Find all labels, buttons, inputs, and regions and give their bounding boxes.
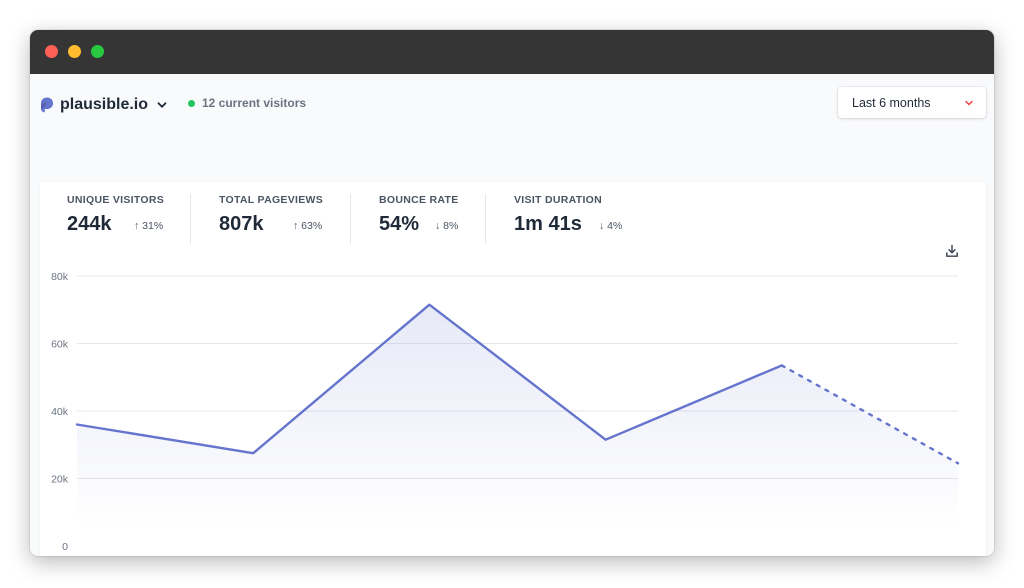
live-indicator-icon bbox=[188, 99, 195, 107]
stat-change: ↑ 63% bbox=[293, 220, 323, 232]
plausible-logo-icon bbox=[41, 97, 53, 113]
dashboard: plausible.io 12 current visitors Last 6 … bbox=[30, 74, 994, 556]
stat-label: TOTAL PAGEVIEWS bbox=[219, 194, 324, 206]
y-tick-label: 80k bbox=[51, 271, 69, 283]
series-area bbox=[77, 304, 958, 526]
chevron-down-icon bbox=[157, 102, 167, 108]
current-visitors[interactable]: 12 current visitors bbox=[188, 96, 306, 110]
stat-change: ↑ 31% bbox=[134, 220, 164, 232]
site-switcher[interactable]: plausible.io bbox=[40, 96, 168, 114]
stat-value: 54% bbox=[379, 213, 420, 235]
minimize-window-button[interactable] bbox=[68, 45, 81, 58]
stat-label: UNIQUE VISITORS bbox=[67, 194, 165, 206]
stat-divider bbox=[350, 194, 351, 244]
current-visitors-label: 12 current visitors bbox=[202, 96, 307, 110]
series-line-partial bbox=[780, 364, 960, 465]
period-selector[interactable]: Last 6 months bbox=[838, 87, 986, 118]
stat-change: ↓ 8% bbox=[435, 220, 459, 232]
stat-divider bbox=[190, 194, 191, 244]
chevron-down-icon bbox=[965, 100, 973, 106]
download-icon[interactable] bbox=[945, 244, 959, 258]
browser-window: plausible.io 12 current visitors Last 6 … bbox=[30, 30, 994, 556]
stat-label: VISIT DURATION bbox=[514, 194, 603, 206]
stat-value: 807k bbox=[219, 213, 264, 235]
site-name: plausible.io bbox=[60, 96, 149, 113]
y-tick-label: 40k bbox=[51, 406, 69, 418]
window-titlebar bbox=[30, 30, 994, 74]
y-tick-label: 20k bbox=[51, 474, 69, 486]
main-graph-card: UNIQUE VISITORS 244k ↑ 31% TOTAL PAGEVIE… bbox=[40, 182, 986, 556]
maximize-window-button[interactable] bbox=[91, 45, 104, 58]
stat-value: 1m 41s bbox=[514, 213, 582, 235]
stat-label: BOUNCE RATE bbox=[379, 194, 459, 206]
y-tick-label: 60k bbox=[51, 339, 69, 351]
period-label: Last 6 months bbox=[852, 95, 931, 110]
y-tick-label: 0 bbox=[62, 541, 68, 553]
stat-divider bbox=[485, 194, 486, 244]
stat-value: 244k bbox=[67, 213, 112, 235]
close-window-button[interactable] bbox=[45, 45, 58, 58]
stat-change: ↓ 4% bbox=[599, 220, 623, 232]
